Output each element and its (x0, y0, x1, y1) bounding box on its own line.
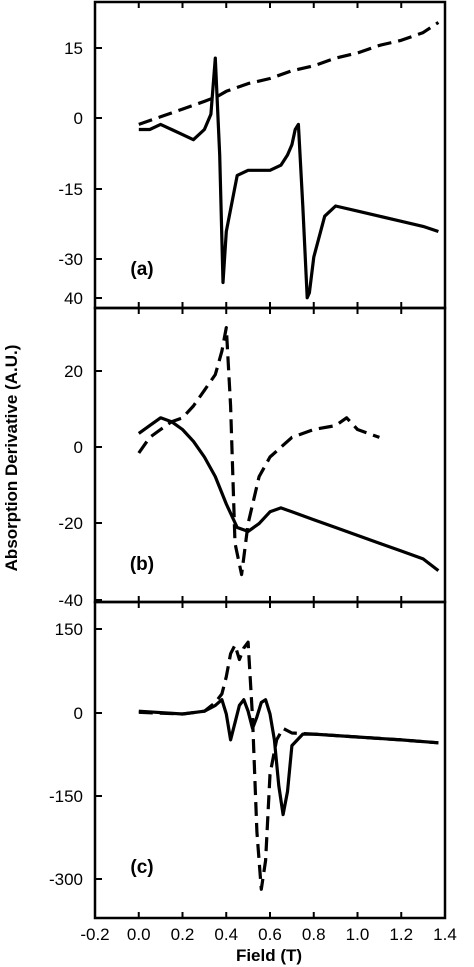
panel-1: 40 -30 -15 0 15 (a) (58, 0, 447, 310)
y-tick-label: 0 (74, 704, 83, 723)
panel-label: (b) (130, 554, 154, 575)
y-tick-label: -40 (58, 591, 83, 610)
panel-label: (c) (130, 857, 153, 878)
x-tick-label: 0.4 (214, 925, 238, 944)
series-line-1-dashed (137, 326, 380, 577)
y-tick-label: -150 (49, 787, 83, 806)
x-axis-title: Field (T) (236, 946, 302, 965)
x-tick-label: 0.0 (127, 925, 151, 944)
series-line-1-dashed (138, 640, 439, 891)
x-tick-label: 0.2 (171, 925, 195, 944)
y-tick-label: -20 (58, 514, 83, 533)
y-tick-label: -300 (49, 870, 83, 889)
y-tick-label: 150 (55, 620, 83, 639)
y-tick-label: 15 (64, 39, 83, 58)
x-tick-label: 1.0 (346, 925, 370, 944)
series-line-2-solid (138, 698, 439, 817)
y-tick-label: 20 (64, 362, 83, 381)
x-tick-label: 1.2 (389, 925, 413, 944)
series-line-1-dashed (138, 21, 440, 126)
y-tick-label: -30 (58, 250, 83, 269)
series-line-2-solid (137, 416, 440, 572)
panel-3: -300 -150 0 150 (c) (49, 600, 447, 920)
panel-2: -40 -20 0 20 (b) (58, 306, 447, 610)
x-tick-label: -0.2 (80, 925, 109, 944)
x-tick-label: 1.4 (433, 925, 457, 944)
y-axis-title: Absorption Derivative (A.U.) (2, 345, 21, 572)
x-tick-label: 0.6 (258, 925, 282, 944)
y-tick-label: -15 (58, 180, 83, 199)
y-tick-label: 40 (64, 289, 83, 308)
series-line-2-solid (138, 56, 439, 300)
x-tick-label: 0.8 (302, 925, 326, 944)
y-tick-label: 0 (74, 109, 83, 128)
y-tick-label: 0 (74, 438, 83, 457)
panel-label: (a) (130, 259, 153, 280)
